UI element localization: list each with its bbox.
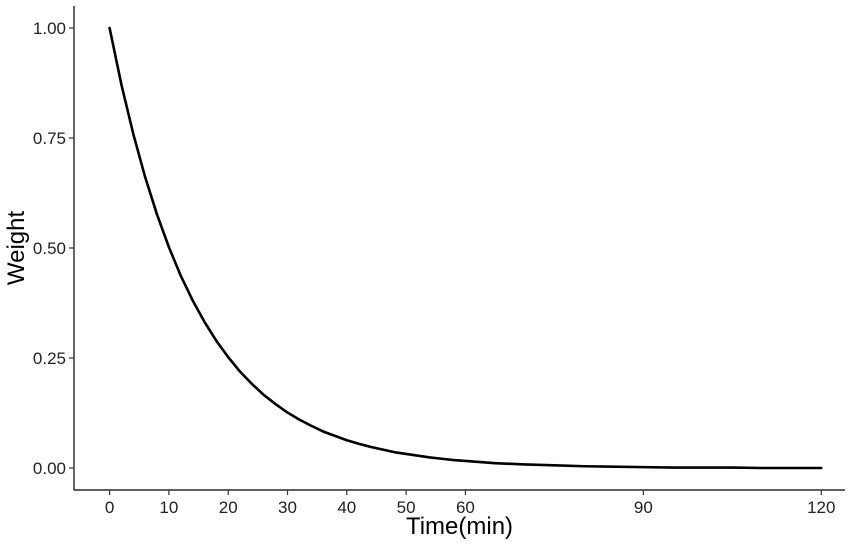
y-tick-label: 0.00 [33,459,66,478]
series-line-0 [108,26,823,470]
x-tick-label: 0 [105,498,114,517]
y-tick-label: 1.00 [33,19,66,38]
x-tick-label: 60 [456,498,475,517]
y-tick-label: 0.50 [33,239,66,258]
y-axis-title: Weight [3,211,30,286]
y-tick-label: 0.25 [33,349,66,368]
y-axis-ticks: 0.00 0.25 0.50 0.75 1.00 [33,19,74,478]
x-tick-label: 50 [397,498,416,517]
x-tick-label: 30 [278,498,297,517]
x-tick-label: 90 [634,498,653,517]
x-tick-label: 20 [219,498,238,517]
x-tick-label: 40 [337,498,356,517]
x-tick-label: 120 [807,498,835,517]
x-axis-title: Time(min) [406,513,513,540]
series-group [108,26,823,470]
x-tick-label: 10 [159,498,178,517]
y-tick-label: 0.75 [33,129,66,148]
axes [73,6,845,491]
x-axis-ticks: 0 10 20 30 40 50 60 90 120 [105,490,835,517]
